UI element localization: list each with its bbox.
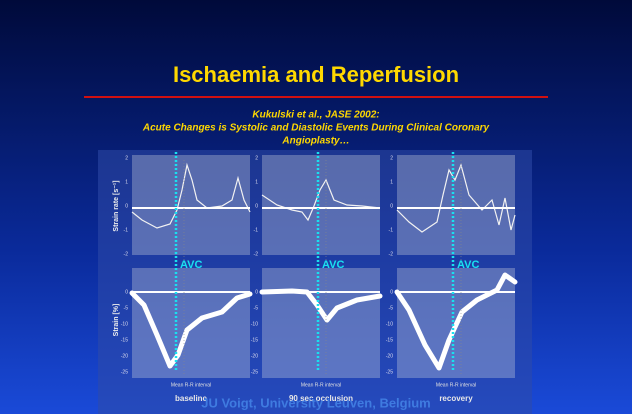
avc-label: AVC — [322, 259, 344, 271]
tick-label: -25 — [386, 369, 393, 375]
tick-label: 0 — [125, 203, 128, 209]
panel-caption: baseline — [175, 394, 208, 403]
y-axis-label: Strain rate [s⁻¹] — [113, 180, 120, 231]
tick-label: -5 — [254, 305, 259, 311]
tick-label: -10 — [386, 321, 393, 327]
x-axis-label: Mean R-R interval — [171, 382, 211, 388]
panel-caption: 90 sec occlusion — [289, 394, 353, 403]
tick-label: -15 — [386, 337, 393, 343]
tick-label: -1 — [124, 227, 129, 233]
tick-label: -1 — [254, 227, 259, 233]
citation-line: Acute Changes is Systolic and Diastolic … — [142, 123, 490, 134]
tick-label: 2 — [125, 155, 128, 161]
tick-label: -20 — [121, 353, 128, 359]
x-axis-label: Mean R-R interval — [301, 382, 341, 388]
tick-label: -2 — [254, 251, 259, 257]
tick-label: 1 — [390, 179, 393, 185]
tick-label: 2 — [255, 155, 258, 161]
tick-label: -5 — [389, 305, 394, 311]
tick-label: -15 — [121, 337, 128, 343]
tick-label: 1 — [255, 179, 258, 185]
tick-label: -5 — [124, 305, 129, 311]
strain-curve — [129, 290, 253, 369]
tick-label: 1 — [125, 179, 128, 185]
tick-label: -2 — [389, 251, 394, 257]
figure-backdrop — [98, 150, 532, 414]
slide-title: Ischaemia and Reperfusion — [173, 62, 459, 87]
tick-label: 0 — [390, 289, 393, 295]
tick-label: -1 — [389, 227, 394, 233]
tick-label: 2 — [390, 155, 393, 161]
strain-curve — [394, 272, 518, 371]
panel-caption: recovery — [439, 394, 473, 403]
tick-label: 0 — [255, 203, 258, 209]
y-axis-label: Strain [%] — [113, 304, 120, 337]
tick-label: 0 — [125, 289, 128, 295]
tick-label: -20 — [251, 353, 258, 359]
citation-line: Kukulski et al., JASE 2002: — [252, 110, 379, 121]
plot-panel — [397, 155, 515, 255]
tick-label: -15 — [251, 337, 258, 343]
tick-label: 0 — [255, 289, 258, 295]
plot-panel — [132, 155, 250, 255]
avc-label: AVC — [180, 259, 202, 271]
x-axis-label: Mean R-R interval — [436, 382, 476, 388]
tick-label: -25 — [251, 369, 258, 375]
citation: Kukulski et al., JASE 2002: Acute Change… — [142, 110, 490, 147]
tick-label: -20 — [386, 353, 393, 359]
plot-panel — [262, 268, 380, 378]
plot-panel — [262, 155, 380, 255]
tick-label: -2 — [124, 251, 129, 257]
tick-label: 0 — [390, 203, 393, 209]
tick-label: -25 — [121, 369, 128, 375]
tick-label: -10 — [121, 321, 128, 327]
tick-label: -10 — [251, 321, 258, 327]
strain-rate-curve — [131, 162, 251, 229]
citation-line: Angioplasty… — [281, 136, 349, 147]
footer: JU Voigt, University Leuven, Belgium — [201, 395, 430, 410]
avc-label: AVC — [457, 259, 479, 271]
